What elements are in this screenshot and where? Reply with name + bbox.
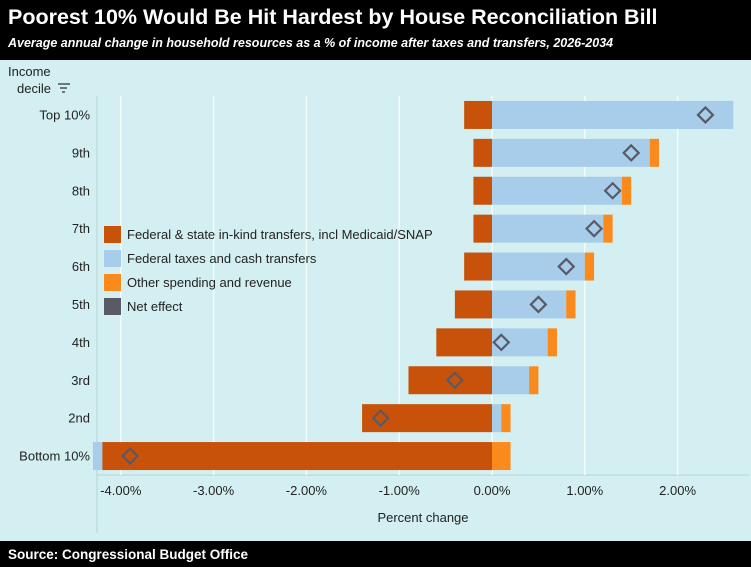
bar-federal_tax (492, 214, 604, 243)
bar-inkind (408, 366, 492, 395)
bar-inkind (464, 100, 492, 129)
legend-swatch-other (104, 274, 121, 291)
bar-federal_tax (492, 252, 585, 281)
bar-inkind (436, 328, 492, 357)
bar-other (547, 328, 557, 357)
bar-other (566, 290, 576, 319)
bar-federal_tax (492, 290, 567, 319)
net-effect-marker (603, 181, 622, 200)
x-tick-label: 2.00% (659, 483, 696, 498)
legend-swatch-net (104, 298, 121, 315)
bar-federal_tax (492, 176, 622, 205)
category-label: Top 10% (39, 107, 90, 122)
category-label: 7th (72, 221, 90, 236)
bar-other (529, 366, 539, 395)
category-label: 6th (72, 259, 90, 274)
x-tick-label: -2.00% (286, 483, 328, 498)
bar-inkind (473, 214, 492, 243)
x-tick-label: -3.00% (193, 483, 235, 498)
bar-other (492, 442, 511, 471)
bar-other (621, 176, 632, 205)
net-effect-marker (445, 371, 464, 390)
category-label: 3rd (71, 373, 90, 388)
y-axis-title-line2: decile (17, 81, 51, 96)
x-tick-label: -4.00% (100, 483, 142, 498)
net-effect-marker (696, 105, 715, 125)
legend-label: Net effect (127, 299, 183, 314)
y-axis-title-line1: Income (8, 64, 51, 79)
bar-federal_tax (92, 442, 103, 471)
legend-swatch-inkind (104, 226, 121, 243)
net-effect-marker (371, 409, 390, 428)
chart-header: Poorest 10% Would Be Hit Hardest by Hous… (0, 0, 751, 60)
category-label: 9th (72, 145, 90, 160)
bar-other (584, 252, 595, 281)
category-label: 4th (72, 335, 90, 350)
source-note: Source: Congressional Budget Office (8, 547, 249, 562)
x-tick-label: 0.00% (474, 483, 511, 498)
bar-inkind (464, 252, 492, 281)
sort-icon (58, 83, 70, 93)
net-effect-marker (557, 257, 576, 276)
category-label: 2nd (68, 411, 90, 426)
bar-inkind (102, 442, 493, 471)
x-tick-label: 1.00% (566, 483, 603, 498)
net-effect-marker (585, 219, 604, 238)
legend-label: Federal taxes and cash transfers (127, 251, 317, 266)
bar-other (603, 214, 613, 243)
legend-label: Other spending and revenue (127, 275, 292, 290)
chart-footer: Source: Congressional Budget Office (0, 541, 751, 567)
net-effect-marker (121, 446, 140, 466)
category-label: 8th (72, 183, 90, 198)
bar-inkind (454, 290, 492, 319)
legend-label: Federal & state in-kind transfers, incl … (127, 227, 433, 242)
legend-swatch-federal_tax (104, 250, 121, 267)
x-tick-label: -1.00% (379, 483, 421, 498)
bar-federal_tax (492, 328, 548, 357)
bar-federal_tax (492, 138, 650, 167)
bar-other (649, 138, 660, 167)
bar-federal_tax (492, 404, 502, 433)
bar-inkind (473, 138, 492, 167)
net-effect-marker (529, 295, 548, 314)
category-label: Bottom 10% (19, 449, 90, 464)
chart-subtitle: Average annual change in household resou… (8, 36, 614, 50)
bar-federal_tax (492, 100, 734, 129)
net-effect-marker (622, 143, 641, 162)
bar-inkind (362, 404, 492, 433)
bar-other (501, 404, 511, 433)
category-label: 5th (72, 297, 90, 312)
net-effect-marker (492, 333, 511, 352)
x-axis-title: Percent change (377, 510, 468, 525)
bar-inkind (473, 176, 492, 205)
chart-title: Poorest 10% Would Be Hit Hardest by Hous… (8, 5, 658, 29)
bar-federal_tax (492, 366, 530, 395)
